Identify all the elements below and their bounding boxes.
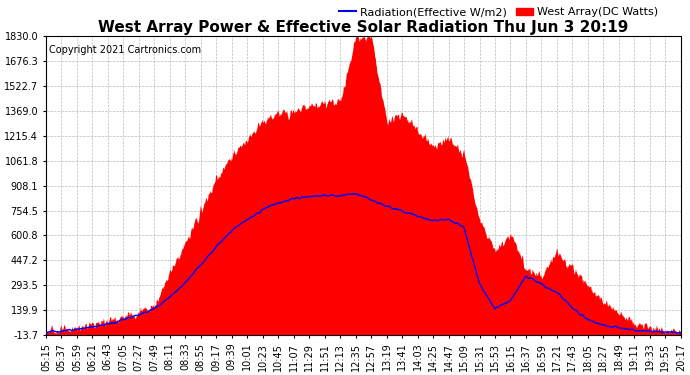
Text: Copyright 2021 Cartronics.com: Copyright 2021 Cartronics.com xyxy=(49,45,201,55)
Legend: Radiation(Effective W/m2), West Array(DC Watts): Radiation(Effective W/m2), West Array(DC… xyxy=(335,3,662,22)
Title: West Array Power & Effective Solar Radiation Thu Jun 3 20:19: West Array Power & Effective Solar Radia… xyxy=(98,20,629,35)
